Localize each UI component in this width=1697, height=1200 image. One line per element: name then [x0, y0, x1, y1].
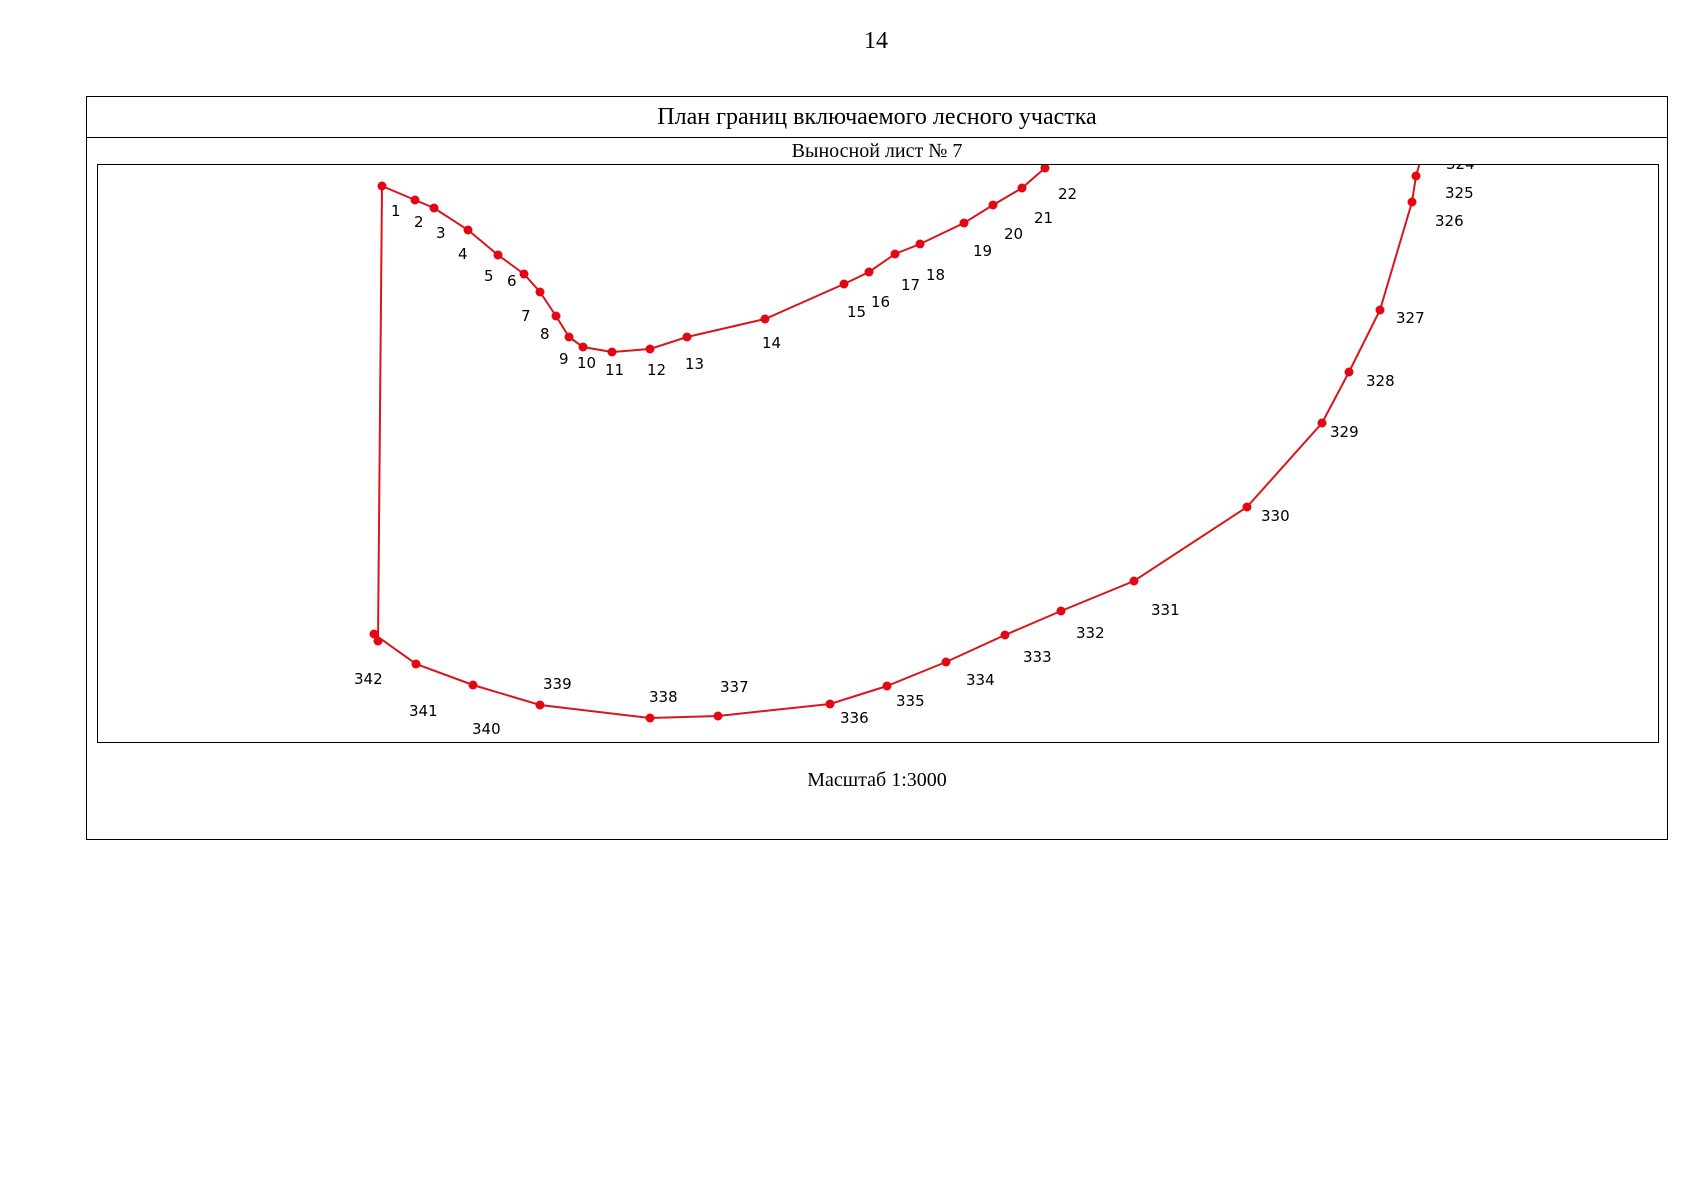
- boundary-point-332: [1056, 606, 1066, 616]
- sheet-label: Выносной лист № 7: [791, 140, 963, 162]
- point-label-17: 17: [901, 276, 920, 294]
- boundary-point-340: [468, 680, 478, 690]
- point-label-325: 325: [1445, 184, 1474, 202]
- point-label-10: 10: [577, 354, 596, 372]
- boundary-point-16: [864, 267, 874, 277]
- point-label-22: 22: [1058, 185, 1077, 203]
- point-label-13: 13: [685, 355, 704, 373]
- point-label-1: 1: [391, 202, 401, 220]
- boundary-point-20: [988, 200, 998, 210]
- point-label-9: 9: [559, 350, 569, 368]
- point-label-7: 7: [521, 307, 531, 325]
- boundary-point-330: [1242, 502, 1252, 512]
- boundary-point-8: [551, 311, 561, 321]
- plan-title: План границ включаемого лесного участка: [87, 97, 1667, 138]
- point-label-330: 330: [1261, 507, 1290, 525]
- boundary-map: 1234567891011121314151617181920212232432…: [354, 165, 1475, 738]
- page-number: 14: [864, 28, 888, 54]
- boundary-point-15: [839, 279, 849, 289]
- boundary-point-5: [493, 250, 503, 260]
- boundary-point-326: [1407, 197, 1417, 207]
- point-label-4: 4: [458, 245, 468, 263]
- point-label-339: 339: [543, 675, 572, 693]
- north-boundary-line: [377, 167, 1046, 642]
- point-label-3: 3: [436, 224, 446, 242]
- boundary-point-333: [1000, 630, 1010, 640]
- boundary-point-12: [645, 344, 655, 354]
- point-label-342: 342: [354, 670, 383, 688]
- boundary-point-335: [882, 681, 892, 691]
- point-label-19: 19: [973, 242, 992, 260]
- point-label-334: 334: [966, 671, 995, 689]
- point-label-333: 333: [1023, 648, 1052, 666]
- boundary-point-21: [1017, 183, 1027, 193]
- point-label-8: 8: [540, 325, 550, 343]
- south-boundary: 3243253263273283293303313323333343353363…: [354, 165, 1475, 738]
- map-viewport: 1234567891011121314151617181920212232432…: [97, 164, 1659, 743]
- boundary-point-341: [411, 659, 421, 669]
- boundary-point-7: [535, 287, 545, 297]
- boundary-point-11: [607, 347, 617, 357]
- point-label-21: 21: [1034, 209, 1053, 227]
- point-label-341: 341: [409, 702, 438, 720]
- boundary-point-18: [915, 239, 925, 249]
- boundary-point-13: [682, 332, 692, 342]
- point-label-11: 11: [605, 361, 624, 379]
- boundary-point-19: [959, 218, 969, 228]
- boundary-point-338: [645, 713, 655, 723]
- boundary-point-22: [1040, 165, 1050, 173]
- point-label-5: 5: [484, 267, 494, 285]
- point-label-338: 338: [649, 688, 678, 706]
- south-boundary-line: [373, 165, 1421, 720]
- point-label-329: 329: [1330, 423, 1359, 441]
- boundary-point-10: [578, 342, 588, 352]
- point-label-332: 332: [1076, 624, 1105, 642]
- boundary-point-9: [564, 332, 574, 342]
- point-label-2: 2: [414, 213, 424, 231]
- boundary-point-329: [1317, 418, 1327, 428]
- point-label-328: 328: [1366, 372, 1395, 390]
- point-label-18: 18: [926, 266, 945, 284]
- boundary-point-339: [535, 700, 545, 710]
- boundary-point-331: [1129, 576, 1139, 586]
- point-label-20: 20: [1004, 225, 1023, 243]
- boundary-point-336: [825, 699, 835, 709]
- point-label-15: 15: [847, 303, 866, 321]
- plan-frame: План границ включаемого лесного участка …: [86, 96, 1668, 840]
- boundary-point-3: [429, 203, 439, 213]
- boundary-point-337: [713, 711, 723, 721]
- boundary-point-6: [519, 269, 529, 279]
- boundary-point-334: [941, 657, 951, 667]
- boundary-point-17: [890, 249, 900, 259]
- point-label-336: 336: [840, 709, 869, 727]
- point-label-324: 324: [1446, 165, 1475, 173]
- scale-label: Масштаб 1:3000: [807, 769, 947, 791]
- point-label-326: 326: [1435, 212, 1464, 230]
- point-label-340: 340: [472, 720, 501, 738]
- boundary-point-1: [377, 181, 387, 191]
- boundary-point-327: [1375, 305, 1385, 315]
- boundary-point-4: [463, 225, 473, 235]
- point-label-331: 331: [1151, 601, 1180, 619]
- point-label-16: 16: [871, 293, 890, 311]
- boundary-point-328: [1344, 367, 1354, 377]
- boundary-point-342: [369, 629, 379, 639]
- point-label-335: 335: [896, 692, 925, 710]
- point-label-14: 14: [762, 334, 781, 352]
- point-label-327: 327: [1396, 309, 1425, 327]
- point-label-6: 6: [507, 272, 517, 290]
- boundary-point-14: [760, 314, 770, 324]
- boundary-point-2: [410, 195, 420, 205]
- boundary-point-325: [1411, 171, 1421, 181]
- point-label-337: 337: [720, 678, 749, 696]
- point-label-12: 12: [647, 361, 666, 379]
